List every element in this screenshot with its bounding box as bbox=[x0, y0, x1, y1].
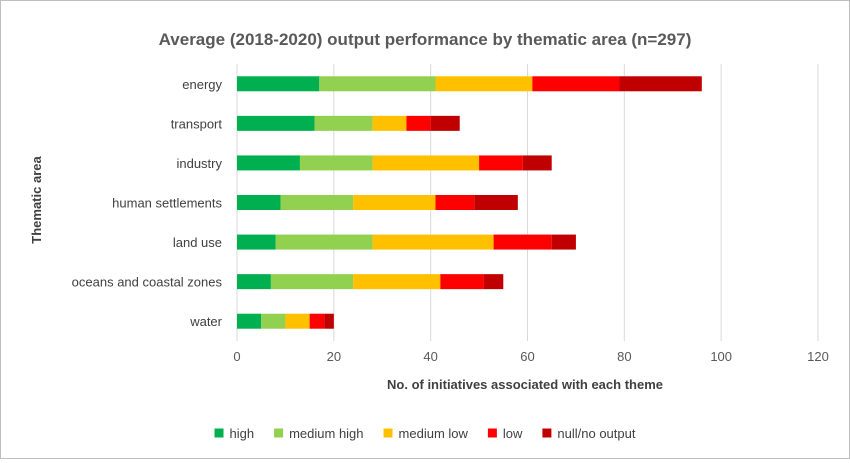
bar-segment bbox=[619, 76, 702, 92]
bar-segment bbox=[440, 274, 484, 290]
category-labels: energy transport industry human settlements… bbox=[72, 77, 223, 329]
bar-segment bbox=[237, 313, 262, 329]
x-tick-label: 100 bbox=[710, 349, 732, 364]
bar-segment bbox=[353, 195, 436, 210]
bar-segment bbox=[270, 274, 354, 290]
x-tick-label: 120 bbox=[807, 349, 829, 364]
x-axis-title: No. of initiatives associated with each … bbox=[387, 377, 663, 392]
category-label: oceans and coastal zones bbox=[72, 275, 223, 290]
bar-segment bbox=[551, 234, 576, 250]
bar-segment bbox=[493, 234, 552, 250]
bar-segment bbox=[483, 274, 504, 290]
bar-segment bbox=[479, 155, 523, 171]
legend-swatch bbox=[274, 428, 284, 438]
bar-segment bbox=[372, 115, 407, 131]
legend-swatch bbox=[542, 428, 552, 438]
x-tick-label: 80 bbox=[617, 349, 631, 364]
bar-segment bbox=[275, 234, 373, 250]
x-tick-label: 60 bbox=[520, 349, 534, 364]
x-tick-label: 20 bbox=[327, 349, 341, 364]
bar-segment bbox=[372, 155, 480, 171]
bar-segment bbox=[430, 115, 460, 131]
bar-segment bbox=[237, 115, 315, 131]
category-label: industry bbox=[176, 156, 222, 171]
chart-title: Average (2018-2020) output performance b… bbox=[159, 30, 692, 49]
legend-label: medium low bbox=[399, 426, 469, 441]
bar-segment bbox=[435, 195, 475, 210]
legend-swatch bbox=[487, 428, 497, 438]
bar-segment bbox=[237, 155, 300, 171]
category-label: transport bbox=[171, 116, 223, 131]
bar-segment bbox=[237, 195, 281, 210]
legend: high medium high medium low low null/no outp… bbox=[214, 426, 636, 441]
bar-segment bbox=[237, 274, 271, 290]
legend-label: low bbox=[503, 426, 523, 441]
bar-segment bbox=[314, 115, 373, 131]
bar-segment bbox=[261, 313, 286, 329]
x-tick-label: 0 bbox=[233, 349, 240, 364]
bar-segment bbox=[237, 76, 320, 92]
legend-label: medium high bbox=[289, 426, 363, 441]
y-axis-title: Thematic area bbox=[29, 156, 44, 244]
bar-segment bbox=[353, 274, 441, 290]
legend-swatch bbox=[383, 428, 393, 438]
bar-segment bbox=[406, 115, 431, 131]
bar-segment bbox=[532, 76, 620, 92]
category-label: water bbox=[189, 314, 222, 329]
bar-segment bbox=[285, 313, 310, 329]
bar-segment bbox=[324, 313, 334, 329]
x-tick-label: 40 bbox=[423, 349, 437, 364]
bar-segment bbox=[309, 313, 325, 329]
legend-label: null/no output bbox=[557, 426, 635, 441]
bar-segment bbox=[319, 76, 436, 92]
gridlines bbox=[236, 64, 819, 341]
bar-segment bbox=[237, 234, 276, 250]
category-label: human settlements bbox=[112, 196, 222, 211]
bar-segment bbox=[299, 155, 373, 171]
bars bbox=[237, 76, 702, 329]
bar-segment bbox=[280, 195, 354, 210]
legend-swatch bbox=[214, 428, 224, 438]
legend-label: high bbox=[230, 426, 255, 441]
bar-segment bbox=[474, 195, 518, 210]
category-label: energy bbox=[182, 77, 222, 92]
bar-segment bbox=[522, 155, 552, 171]
bar-segment bbox=[435, 76, 533, 92]
category-label: land use bbox=[173, 235, 222, 250]
bar-segment bbox=[372, 234, 494, 250]
x-tick-labels: 0 20 40 60 80 100 120 bbox=[233, 349, 828, 364]
